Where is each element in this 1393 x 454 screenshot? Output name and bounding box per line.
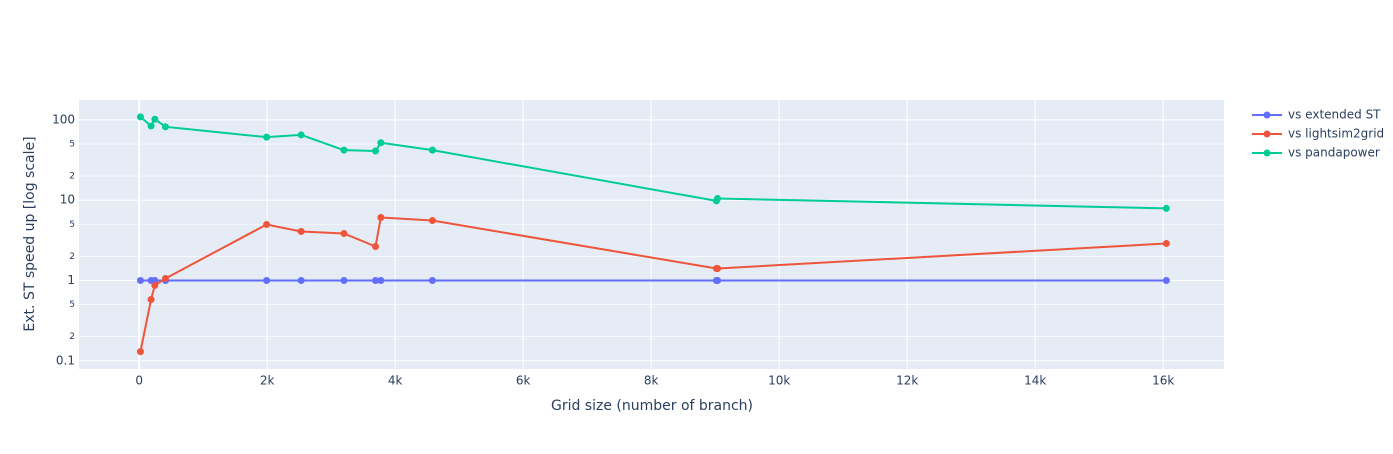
y-tick-label: 5: [69, 140, 75, 150]
x-axis-title: Grid size (number of branch): [551, 398, 753, 414]
data-point: [377, 139, 385, 147]
data-point: [372, 147, 380, 155]
data-point: [428, 146, 436, 154]
legend-marker: [1263, 111, 1271, 119]
data-point: [263, 276, 271, 284]
data-point: [263, 133, 271, 141]
y-tick-label: 100: [52, 112, 75, 126]
data-point: [297, 227, 305, 235]
data-point: [372, 243, 380, 251]
data-point: [297, 276, 305, 284]
data-point: [372, 276, 380, 284]
data-point: [263, 221, 271, 229]
y-tick-label: 5: [69, 300, 75, 310]
data-point: [147, 295, 155, 303]
y-tick-label: 10: [60, 193, 75, 207]
data-point: [340, 146, 348, 154]
data-point: [340, 229, 348, 237]
data-point: [136, 113, 144, 121]
x-tick-label: 12k: [896, 374, 918, 388]
data-point: [297, 131, 305, 139]
y-axis-title: Ext. ST speed up [log scale]: [22, 136, 38, 331]
legend-label: vs lightsim2grid: [1288, 127, 1384, 141]
legend-label: vs extended ST: [1288, 108, 1381, 122]
data-point: [377, 213, 385, 221]
data-point: [377, 276, 385, 284]
data-point: [151, 276, 159, 284]
y-tick-label: 2: [69, 252, 75, 262]
y-tick-label: 5: [69, 220, 75, 230]
y-tick-label: 2: [69, 332, 75, 342]
x-tick-label: 16k: [1152, 374, 1174, 388]
x-tick-label: 4k: [388, 374, 403, 388]
data-point: [340, 276, 348, 284]
x-tick-label: 6k: [516, 374, 531, 388]
data-point: [1162, 276, 1170, 284]
data-point: [136, 348, 144, 356]
legend-marker: [1263, 149, 1271, 157]
legend-label: vs pandapower: [1288, 146, 1380, 160]
data-point: [151, 281, 159, 289]
y-tick-label: 1: [67, 273, 75, 287]
y-tick-label: 2: [69, 172, 75, 182]
data-point: [147, 122, 155, 130]
x-tick-label: 10k: [768, 374, 790, 388]
data-point: [428, 276, 436, 284]
data-point: [1162, 239, 1170, 247]
data-point: [714, 265, 722, 273]
legend-marker: [1263, 130, 1271, 138]
data-point: [151, 115, 159, 123]
data-point: [161, 123, 169, 131]
x-tick-label: 14k: [1024, 374, 1046, 388]
x-tick-label: 8k: [644, 374, 659, 388]
data-point: [1162, 204, 1170, 212]
x-tick-label: 0: [135, 374, 143, 388]
x-tick-label: 2k: [260, 374, 275, 388]
y-tick-label: 0.1: [56, 353, 75, 367]
data-point: [428, 217, 436, 225]
data-point: [161, 274, 169, 282]
data-point: [714, 276, 722, 284]
data-point: [714, 194, 722, 202]
data-point: [136, 276, 144, 284]
